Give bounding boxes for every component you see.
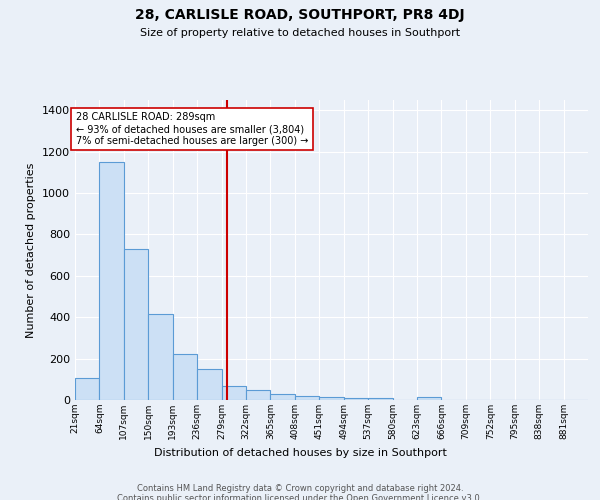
Text: Contains HM Land Registry data © Crown copyright and database right 2024.
Contai: Contains HM Land Registry data © Crown c… xyxy=(118,484,482,500)
Bar xyxy=(75,378,100,400)
Bar xyxy=(271,394,295,400)
Bar xyxy=(100,162,124,400)
Bar xyxy=(344,398,368,400)
Bar xyxy=(417,397,442,400)
Text: Distribution of detached houses by size in Southport: Distribution of detached houses by size … xyxy=(154,448,446,458)
Bar xyxy=(173,354,197,400)
Bar xyxy=(295,396,319,400)
Text: 28 CARLISLE ROAD: 289sqm
← 93% of detached houses are smaller (3,804)
7% of semi: 28 CARLISLE ROAD: 289sqm ← 93% of detach… xyxy=(76,112,308,146)
Bar xyxy=(221,386,246,400)
Bar xyxy=(246,390,271,400)
Bar xyxy=(319,397,344,400)
Y-axis label: Number of detached properties: Number of detached properties xyxy=(26,162,37,338)
Bar xyxy=(124,249,148,400)
Text: Size of property relative to detached houses in Southport: Size of property relative to detached ho… xyxy=(140,28,460,38)
Text: 28, CARLISLE ROAD, SOUTHPORT, PR8 4DJ: 28, CARLISLE ROAD, SOUTHPORT, PR8 4DJ xyxy=(135,8,465,22)
Bar xyxy=(197,369,221,400)
Bar xyxy=(368,398,392,400)
Bar xyxy=(148,314,173,400)
